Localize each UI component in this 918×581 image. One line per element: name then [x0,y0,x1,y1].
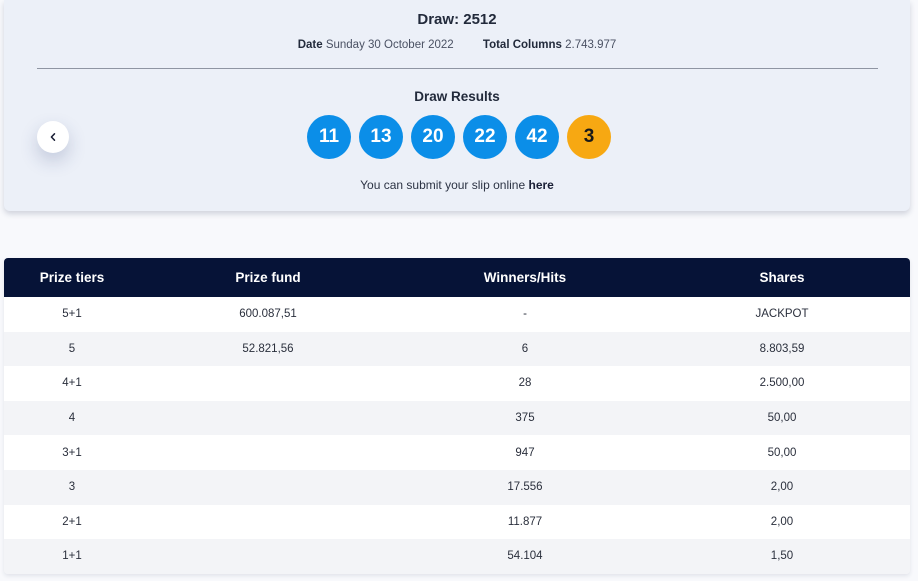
table-row: 4+1 28 2.500,00 [4,366,910,401]
divider [37,68,878,69]
prize-tier-cell: 4+1 [4,366,140,401]
table-row: 2+1 11.877 2,00 [4,504,910,540]
date-label: Date [297,39,323,51]
number-ball: 22 [463,115,507,159]
prize-fund-cell [140,400,396,436]
shares-cell: 50,00 [654,435,910,470]
number-ball: 11 [307,115,351,159]
submit-slip-text: You can submit your slip online here [4,178,910,192]
shares-cell: 2.500,00 [654,366,910,401]
prize-tier-cell: 5+1 [4,297,140,332]
shares-cell: 1,50 [654,539,910,574]
shares-cell: 2,00 [654,469,910,505]
shares-cell: 8.803,59 [654,331,910,367]
draw-card: Draw: 2512 Date Sunday 30 October 2022 T… [4,0,910,211]
table-row: 5 52.821,56 6 8.803,59 [4,331,910,367]
table-row: 1+1 54.104 1,50 [4,539,910,574]
submit-slip-label: You can submit your slip online [360,178,526,192]
winners-cell: - [396,297,654,332]
prize-tier-cell: 3 [4,469,140,505]
winners-cell: 17.556 [396,469,654,505]
column-header-shares: Shares [654,258,910,297]
shares-cell: 2,00 [654,504,910,540]
winners-cell: 28 [396,366,654,401]
prize-tier-cell: 2+1 [4,504,140,540]
table-row: 3 17.556 2,00 [4,469,910,505]
date-value: Sunday 30 October 2022 [325,39,454,51]
prize-fund-cell [140,504,396,540]
total-columns-label: Total Columns [482,39,562,51]
prize-fund-cell [140,366,396,401]
prize-tier-cell: 4 [4,400,140,436]
column-header-prize-tiers: Prize tiers [4,258,140,297]
prize-tier-cell: 1+1 [4,539,140,574]
prize-table: Prize tiers Prize fund Winners/Hits Shar… [4,258,910,574]
shares-cell: JACKPOT [654,297,910,332]
number-ball: 42 [515,115,559,159]
draw-date: Date Sunday 30 October 2022 [298,39,454,51]
prize-fund-cell: 52.821,56 [140,331,396,367]
draw-title: Draw: 2512 [417,11,497,28]
total-columns: Total Columns 2.743.977 [483,39,616,51]
number-ball: 20 [411,115,455,159]
winners-cell: 6 [396,331,654,367]
winners-cell: 11.877 [396,504,654,540]
number-ball: 13 [359,115,403,159]
column-header-prize-fund: Prize fund [140,258,396,297]
prize-fund-cell [140,435,396,470]
bonus-ball: 3 [567,115,611,159]
table-row: 4 375 50,00 [4,400,910,436]
prize-tier-cell: 5 [4,331,140,367]
prize-tier-cell: 3+1 [4,435,140,470]
table-header-row: Prize tiers Prize fund Winners/Hits Shar… [4,258,910,297]
winners-cell: 54.104 [396,539,654,574]
draw-meta: Date Sunday 30 October 2022 Total Column… [4,39,910,51]
table-row: 3+1 947 50,00 [4,435,910,470]
shares-cell: 50,00 [654,400,910,436]
winners-cell: 947 [396,435,654,470]
chevron-left-icon [50,133,56,141]
winners-cell: 375 [396,400,654,436]
draw-results-title: Draw Results [414,89,500,104]
total-columns-value: 2.743.977 [565,39,617,51]
table-row: 5+1 600.087,51 - JACKPOT [4,297,910,332]
prize-fund-cell: 600.087,51 [140,297,396,332]
prize-fund-cell [140,469,396,505]
drawn-numbers: 11 13 20 22 42 3 [307,115,611,159]
prize-fund-cell [140,539,396,574]
previous-draw-button[interactable] [37,121,69,153]
submit-slip-link[interactable]: here [528,178,554,192]
column-header-winners: Winners/Hits [396,258,654,297]
